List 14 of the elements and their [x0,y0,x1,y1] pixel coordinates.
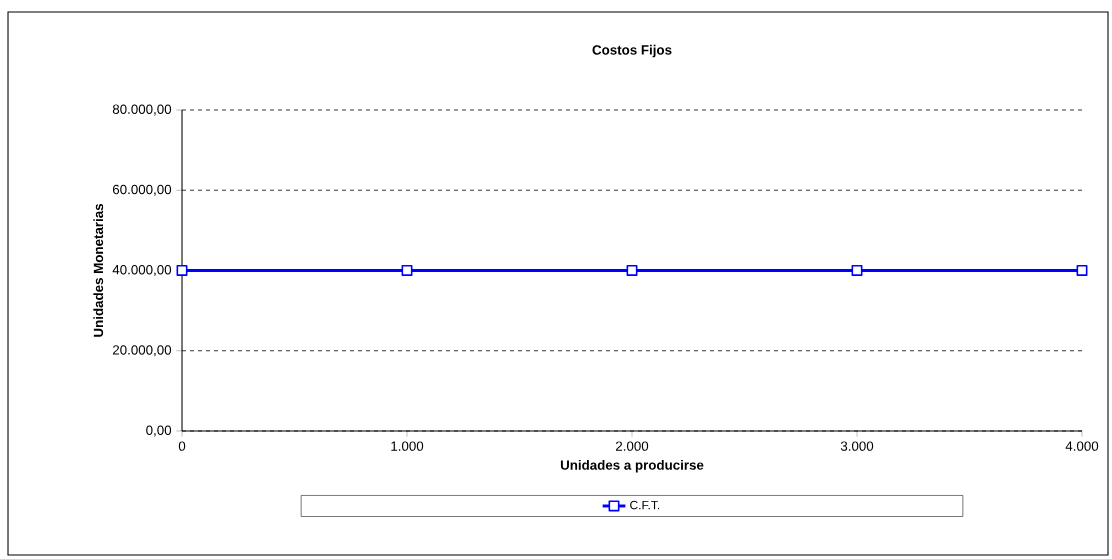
x-tick-label: 2.000 [615,441,649,451]
x-tick-label: 1.000 [391,441,424,451]
x-tick-label: 0 [178,441,186,451]
x-tick-label: 3.000 [840,441,874,451]
y-tick-label: 20.000,00 [112,345,172,357]
chart-title: Costos Fijos [592,44,672,58]
y-axis-title: Unidades Monetarias [93,203,104,337]
y-tick-label: 40.000,00 [112,264,172,277]
y-tick-label: 60.000,00 [112,184,172,196]
y-tick-label: 0,00 [146,425,172,437]
legend-label: C.F.T. [630,500,660,510]
y-tick-label: 80.000,00 [112,104,172,116]
x-tick-label: 4.000 [1065,441,1099,451]
x-axis-title: Unidades a producirse [560,459,704,473]
